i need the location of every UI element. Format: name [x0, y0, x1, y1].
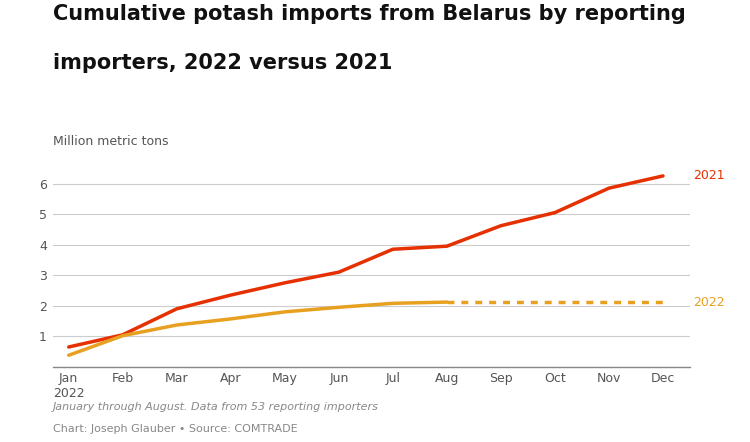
Text: 2021: 2021	[693, 169, 724, 183]
Text: Chart: Joseph Glauber • Source: COMTRADE: Chart: Joseph Glauber • Source: COMTRADE	[53, 424, 297, 434]
Text: 2022: 2022	[693, 296, 724, 309]
Text: Cumulative potash imports from Belarus by reporting: Cumulative potash imports from Belarus b…	[53, 4, 686, 24]
Text: importers, 2022 versus 2021: importers, 2022 versus 2021	[53, 53, 392, 73]
Text: January through August. Data from 53 reporting importers: January through August. Data from 53 rep…	[53, 402, 378, 412]
Text: Million metric tons: Million metric tons	[53, 135, 168, 148]
